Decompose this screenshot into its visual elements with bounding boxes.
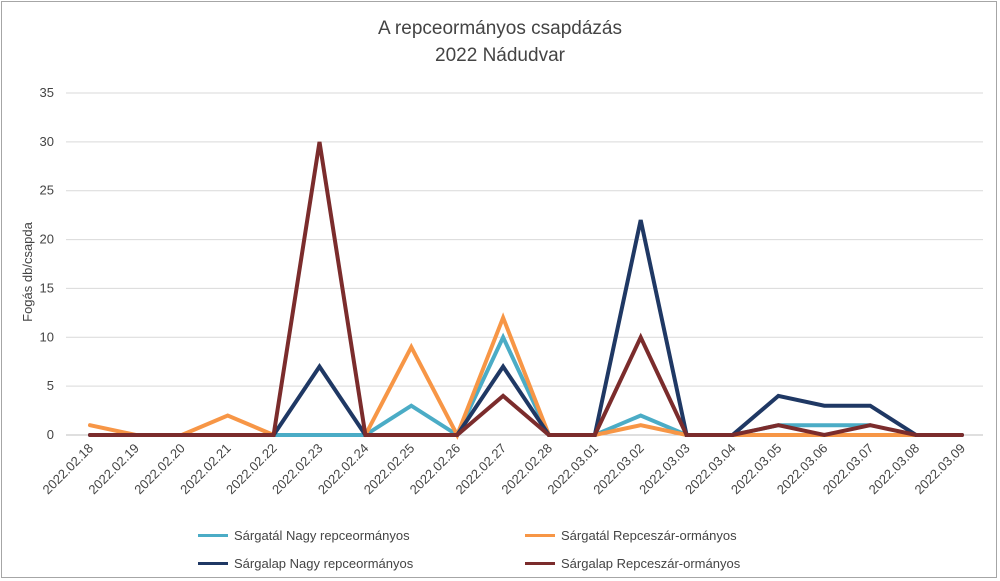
series-line-3 <box>88 219 964 437</box>
legend-item: Sárgatál Nagy repceormányos <box>198 525 410 545</box>
y-axis-label: Fogás db/csapda <box>20 221 35 322</box>
y-tick-label: 20 <box>40 232 54 247</box>
legend-label: Sárgatál Nagy repceormányos <box>234 527 410 543</box>
series-line-4 <box>88 141 964 438</box>
y-tick-label: 35 <box>40 85 54 100</box>
legend: Sárgatál Nagy repceormányos Sárgatál Repc… <box>0 525 1000 575</box>
y-tick-label: 25 <box>40 183 54 198</box>
y-tick-label: 15 <box>40 280 54 295</box>
legend-swatch <box>525 533 555 537</box>
chart-title: A repceormányos csapdázás <box>378 18 622 39</box>
legend-item: Sárgatál Repceszár-ormányos <box>525 525 737 545</box>
y-axis-ticks: 0 5 10 15 20 25 30 35 <box>40 85 54 442</box>
y-tick-label: 10 <box>40 329 54 344</box>
y-tick-label: 30 <box>40 134 54 149</box>
legend-item: Sárgalap Repceszár-ormányos <box>525 553 740 573</box>
series-lines <box>88 141 964 440</box>
legend-item: Sárgalap Nagy repceormányos <box>198 553 413 573</box>
legend-label: Sárgalap Repceszár-ormányos <box>561 555 741 571</box>
legend-swatch <box>525 561 555 565</box>
legend-swatch <box>198 561 228 565</box>
y-tick-label: 0 <box>47 427 54 442</box>
y-tick-label: 5 <box>47 378 54 393</box>
legend-label: Sárgatál Repceszár-ormányos <box>561 527 737 543</box>
legend-swatch <box>198 533 228 537</box>
x-axis-ticks: 2022.02.182022.02.192022.02.202022.02.21… <box>39 441 968 498</box>
chart-subtitle: 2022 Nádudvar <box>435 45 565 66</box>
legend-label: Sárgalap Nagy repceormányos <box>234 555 414 571</box>
